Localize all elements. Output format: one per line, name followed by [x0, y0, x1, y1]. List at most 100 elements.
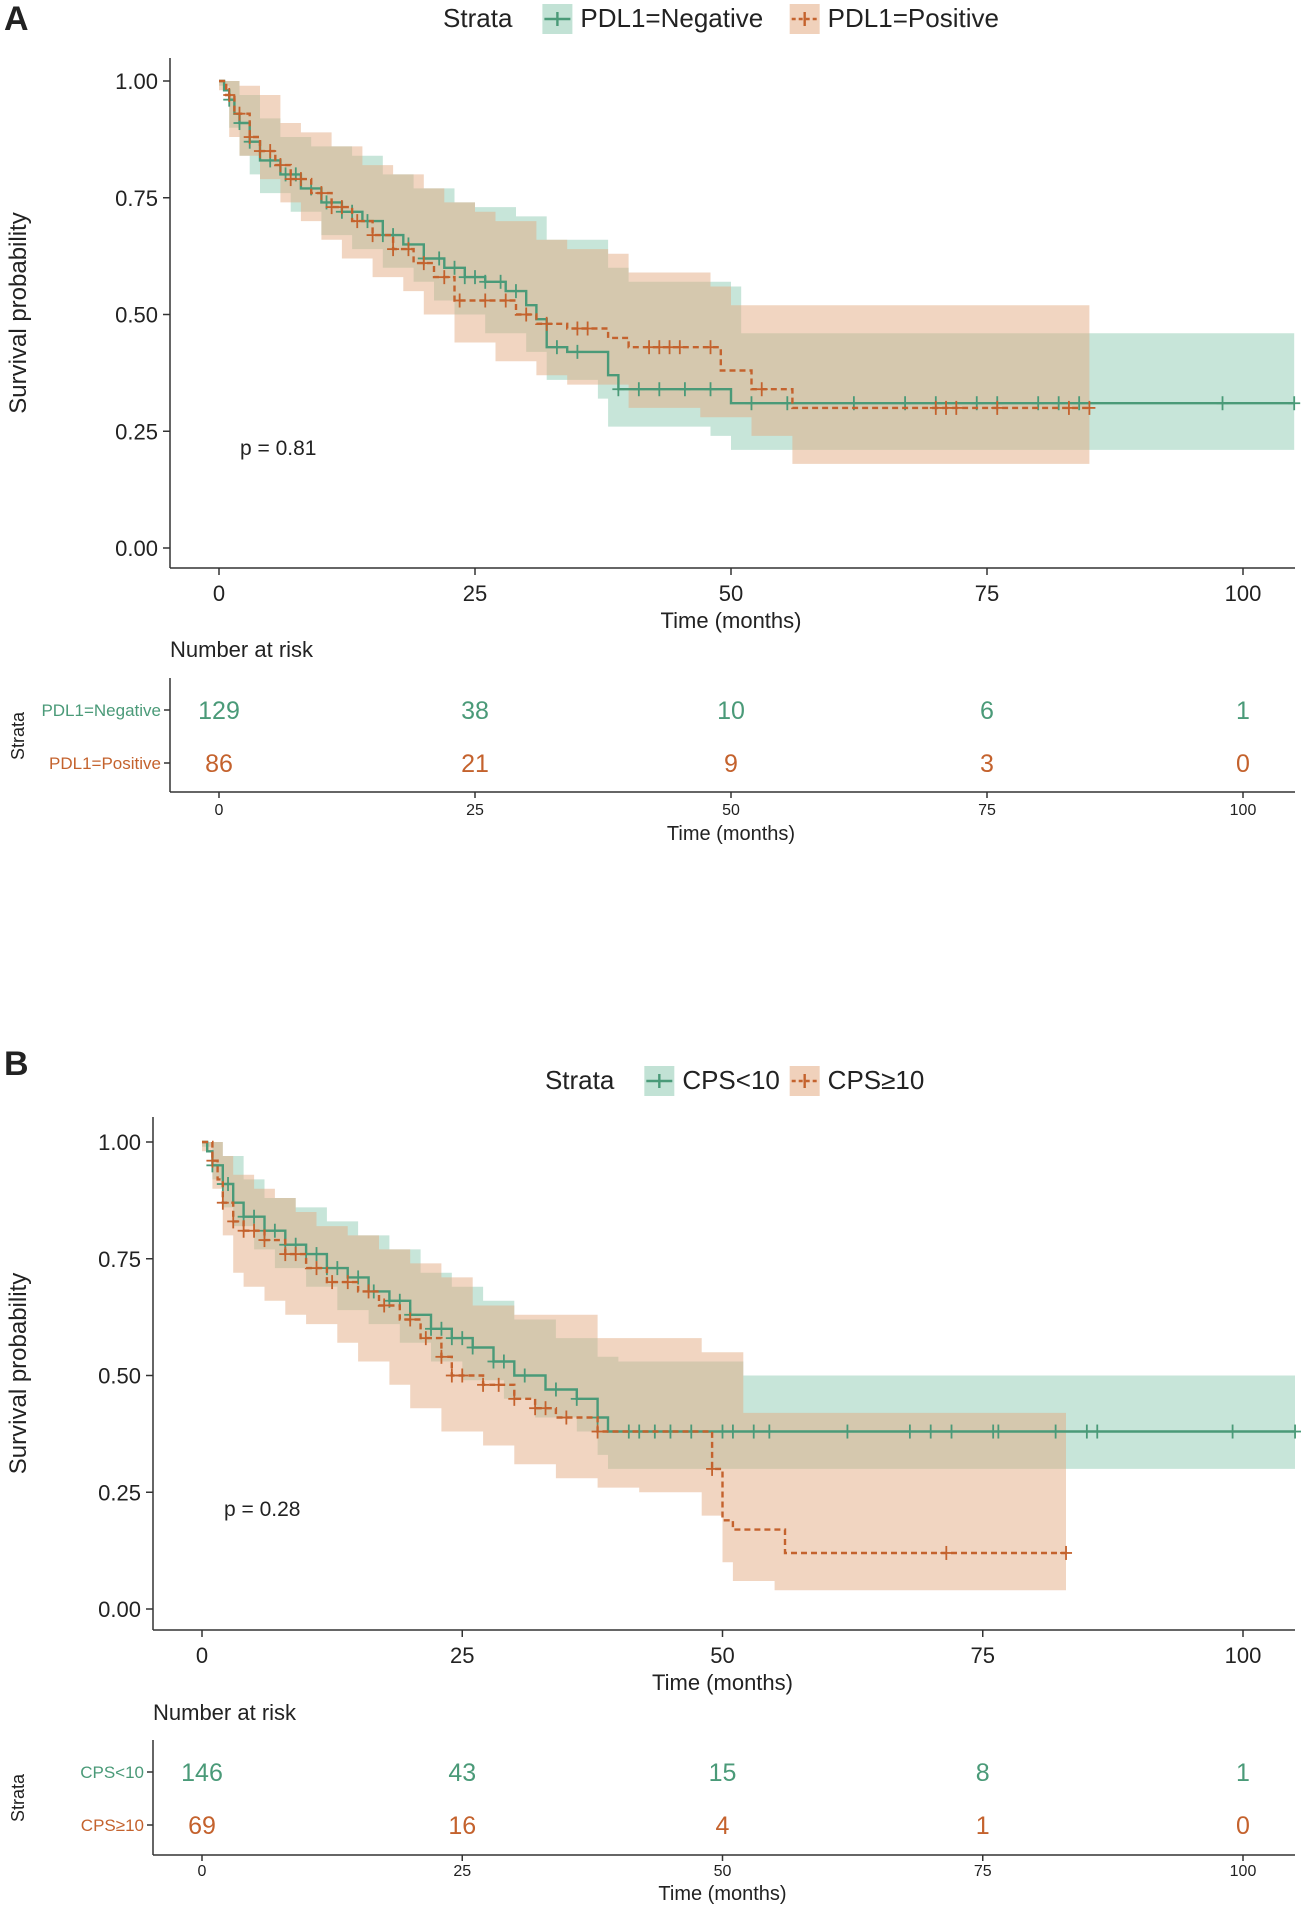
- censor-mark: [492, 1377, 505, 1392]
- censor-mark: [289, 1247, 302, 1262]
- series-positive: [202, 1140, 1073, 1560]
- confidence-bands: [202, 1142, 1295, 1591]
- censor-mark: [520, 307, 533, 322]
- legend-title: Strata: [545, 1065, 615, 1095]
- x-tick-label: 50: [719, 581, 743, 606]
- censor-mark: [1062, 400, 1075, 415]
- risk-strata-title: Strata: [8, 711, 28, 760]
- censor-mark: [1289, 1424, 1301, 1439]
- censor-mark: [945, 1424, 958, 1439]
- p-value: p = 0.28: [224, 1498, 300, 1521]
- risk-count: 1: [1236, 697, 1250, 725]
- censor-mark: [497, 1354, 510, 1369]
- censor-mark: [243, 130, 256, 145]
- censor-mark: [310, 1247, 323, 1262]
- band-positive: [219, 81, 1090, 464]
- censor-mark: [433, 251, 446, 266]
- censor-mark: [458, 270, 471, 285]
- censor-mark: [992, 1424, 1005, 1439]
- risk-row-label: CPS≥10: [81, 1816, 144, 1835]
- legend-positive-key: [789, 4, 820, 34]
- censor-mark: [331, 1261, 344, 1276]
- legend: Strata CPS<10 CPS≥10: [545, 1065, 924, 1096]
- risk-count: 43: [448, 1759, 476, 1787]
- censor-mark: [445, 1331, 458, 1346]
- censor-mark: [745, 396, 758, 411]
- risk-row-label: CPS<10: [80, 1763, 144, 1782]
- y-tick-label: 0.00: [115, 536, 158, 561]
- censor-mark: [755, 382, 768, 397]
- legend-entry-negative: PDL1=Negative: [580, 3, 763, 33]
- censor-mark: [540, 316, 553, 331]
- risk-count: 146: [181, 1759, 223, 1787]
- band-negative: [202, 1142, 1295, 1479]
- risk-x-tick-label: 0: [198, 1863, 207, 1880]
- y-tick-label: 0.25: [98, 1480, 141, 1505]
- censor-mark: [419, 1331, 432, 1346]
- censor-mark: [673, 340, 686, 355]
- risk-count: 38: [461, 697, 489, 725]
- censor-mark: [747, 1424, 760, 1439]
- y-tick-label: 1.00: [98, 1130, 141, 1155]
- censor-mark: [233, 106, 246, 121]
- risk-row-label: PDL1=Negative: [41, 701, 161, 720]
- censor-mark: [294, 172, 307, 187]
- legend: Strata PDL1=Negative PDL1=Positive: [443, 3, 999, 34]
- censor-mark: [456, 1368, 469, 1383]
- censor-mark: [404, 1312, 417, 1327]
- y-tick-label: 0.50: [115, 303, 158, 328]
- censor-mark: [237, 1223, 250, 1238]
- censor-mark: [206, 1153, 219, 1168]
- censor-mark: [248, 1223, 261, 1238]
- censor-mark: [494, 274, 507, 289]
- censor-mark: [653, 340, 666, 355]
- risk-count: 6: [980, 697, 994, 725]
- censor-mark: [402, 242, 415, 257]
- censor-mark: [903, 1424, 916, 1439]
- risk-x-tick-label: 25: [453, 1863, 471, 1880]
- censor-mark: [477, 1377, 490, 1392]
- axes: 0.00 0.25 0.50 0.75 1.00 0 25 50 75 100 Time (mont…: [5, 58, 1295, 633]
- risk-x-tick-label: 100: [1230, 1863, 1257, 1880]
- censor-mark: [325, 200, 338, 215]
- censor-mark: [1060, 1545, 1073, 1560]
- risk-count: 129: [198, 697, 240, 725]
- legend-positive-key: [789, 1066, 820, 1096]
- legend-entry-positive: CPS≥10: [828, 1065, 925, 1095]
- censor-mark: [1073, 396, 1086, 411]
- censor-mark: [632, 382, 645, 397]
- censor-mark: [274, 158, 287, 173]
- risk-table-title: Number at risk: [153, 1700, 297, 1725]
- risk-count: 4: [716, 1812, 730, 1840]
- censor-mark: [487, 1354, 500, 1369]
- censor-mark: [453, 293, 466, 308]
- panel-B: B Strata CPS<10 CPS≥100.000.250.500.751.000…: [4, 1045, 1301, 1905]
- censor-mark: [223, 88, 236, 103]
- x-tick-label: 100: [1225, 581, 1262, 606]
- y-tick-label: 0.00: [98, 1597, 141, 1622]
- risk-count: 8: [976, 1759, 990, 1787]
- x-tick-label: 0: [196, 1643, 208, 1668]
- censor-mark: [706, 1461, 719, 1476]
- censor-mark: [1226, 1424, 1239, 1439]
- censor-mark: [258, 1233, 271, 1248]
- censor-mark: [508, 1391, 521, 1406]
- censor-mark: [704, 382, 717, 397]
- censor-mark: [716, 1424, 729, 1439]
- censor-mark: [571, 344, 584, 359]
- y-tick-label: 1.00: [115, 69, 158, 94]
- risk-strata-title: Strata: [8, 1773, 28, 1822]
- x-tick-label: 0: [213, 581, 225, 606]
- censor-mark: [417, 256, 430, 271]
- censor-mark: [560, 1410, 573, 1425]
- censor-mark: [950, 400, 963, 415]
- censor-mark: [435, 1321, 448, 1336]
- risk-table-title: Number at risk: [170, 637, 314, 662]
- risk-x-tick-label: 75: [978, 802, 996, 819]
- censor-mark: [571, 321, 584, 336]
- censor-mark: [248, 1209, 261, 1224]
- p-value: p = 0.81: [240, 437, 316, 460]
